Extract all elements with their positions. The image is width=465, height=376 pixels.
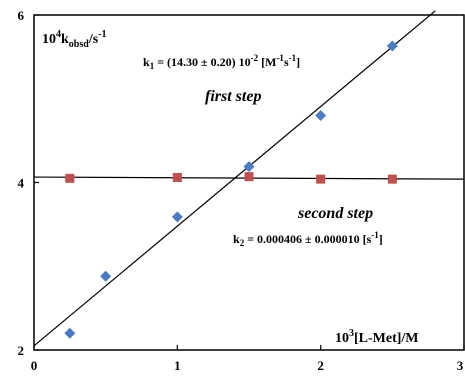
k2-annotation: k2 = 0.000406 ± 0.000010 [s-1] bbox=[233, 230, 383, 248]
second-step-point bbox=[316, 174, 326, 184]
x-tick-label: 0 bbox=[31, 358, 38, 373]
first-step-point bbox=[100, 270, 112, 282]
first-step-point bbox=[315, 110, 327, 121]
data-points bbox=[64, 40, 398, 339]
x-tick-label: 2 bbox=[317, 358, 324, 373]
x-tick-label: 3 bbox=[457, 358, 464, 373]
second-step-point bbox=[65, 173, 75, 183]
first-step-point bbox=[171, 211, 183, 223]
y-tick-label: 4 bbox=[18, 176, 25, 191]
first-step-point bbox=[64, 327, 76, 339]
k1-annotation: k1 = (14.30 ± 0.20) 10-2 [M-1s-1] bbox=[143, 53, 300, 71]
y-tick-label: 2 bbox=[18, 343, 25, 358]
first-step-point bbox=[386, 40, 398, 52]
y-axis-title: 104kobsd/s-1 bbox=[42, 29, 107, 50]
second-step-point bbox=[244, 172, 254, 182]
first-step-point bbox=[243, 161, 255, 173]
first-step-label: first step bbox=[205, 88, 261, 105]
axis-ticks: 0 1 2 3 2 4 6 bbox=[18, 8, 465, 373]
second-step-point bbox=[387, 174, 397, 184]
y-tick-label: 6 bbox=[18, 8, 25, 23]
second-step-point bbox=[172, 172, 182, 182]
second-step-label: second step bbox=[297, 205, 373, 222]
x-tick-label: 1 bbox=[174, 358, 181, 373]
x-axis-title: 103[L-Met]/M bbox=[335, 328, 419, 346]
